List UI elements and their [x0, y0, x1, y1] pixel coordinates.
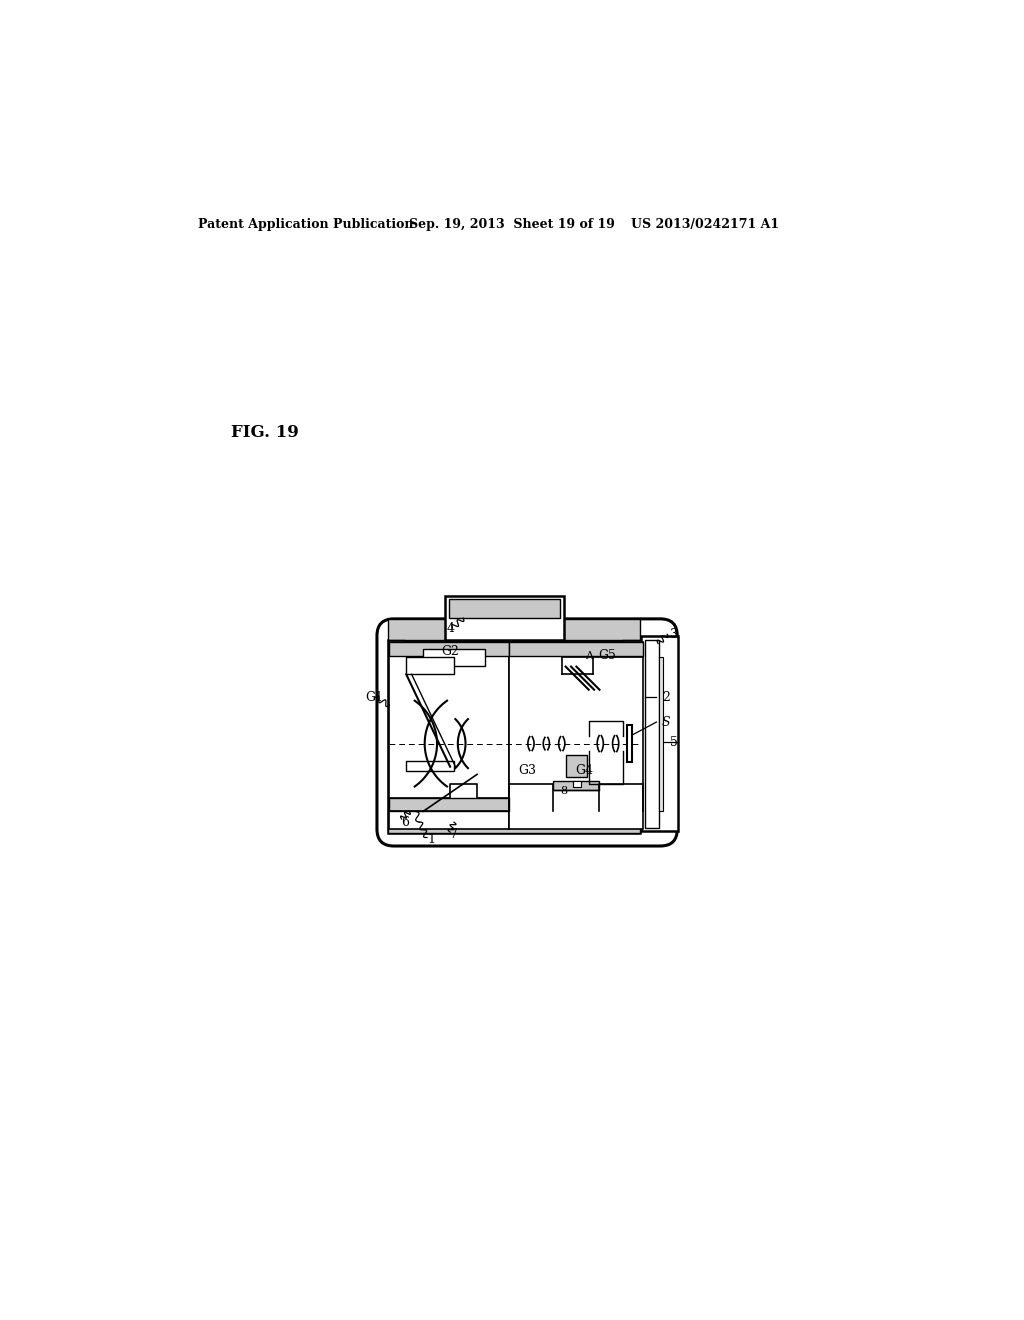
Text: 1: 1	[427, 833, 435, 846]
Bar	[388, 619, 640, 640]
Bar	[388, 640, 404, 812]
Text: 7: 7	[451, 828, 458, 841]
Text: 6: 6	[401, 816, 410, 829]
Bar	[645, 640, 658, 828]
Text: S: S	[662, 715, 671, 729]
Bar	[628, 725, 632, 762]
FancyBboxPatch shape	[377, 619, 677, 846]
Text: US 2013/0242171 A1: US 2013/0242171 A1	[631, 218, 779, 231]
Bar	[449, 599, 560, 618]
Text: 2: 2	[662, 690, 670, 704]
Bar	[622, 640, 640, 812]
Bar	[509, 642, 643, 829]
Bar	[509, 642, 643, 656]
Text: G1: G1	[366, 690, 383, 704]
Text: 3: 3	[670, 628, 678, 640]
Text: Patent Application Publication: Patent Application Publication	[199, 218, 414, 231]
Text: G2: G2	[441, 644, 460, 657]
Text: G5: G5	[599, 649, 616, 663]
Bar	[553, 780, 599, 789]
Bar	[389, 642, 509, 656]
Bar	[658, 657, 663, 812]
Bar	[565, 755, 587, 776]
Bar	[622, 640, 640, 812]
Bar	[389, 797, 509, 812]
Bar	[388, 812, 640, 833]
Bar	[389, 797, 509, 812]
Text: G4: G4	[575, 764, 594, 777]
Text: 4: 4	[446, 622, 455, 635]
Bar	[423, 649, 484, 665]
Bar	[573, 780, 581, 787]
Bar	[565, 755, 587, 776]
Bar	[388, 640, 640, 833]
Bar	[407, 657, 454, 675]
Bar	[444, 595, 564, 640]
Text: 5: 5	[670, 735, 678, 748]
Text: Sep. 19, 2013  Sheet 19 of 19: Sep. 19, 2013 Sheet 19 of 19	[410, 218, 615, 231]
Bar	[388, 619, 640, 640]
Bar	[407, 760, 454, 771]
Text: A: A	[585, 651, 593, 661]
Bar	[449, 599, 560, 618]
Text: G3: G3	[518, 764, 536, 777]
Bar	[388, 812, 640, 833]
Text: 8: 8	[560, 787, 567, 796]
Text: FIG. 19: FIG. 19	[230, 424, 298, 441]
Bar	[388, 640, 404, 812]
Bar	[641, 636, 678, 832]
Bar	[389, 642, 509, 829]
